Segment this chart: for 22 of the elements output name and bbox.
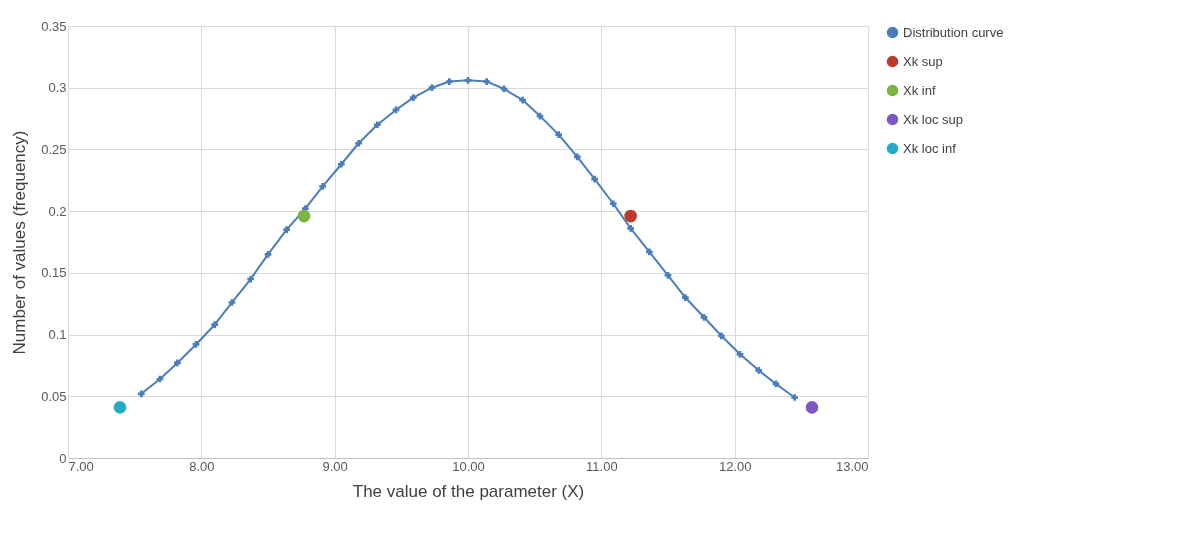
x-tick-label: 7.00 (68, 458, 94, 474)
y-tick-label: 0.3 (48, 80, 67, 96)
x-tick-label: 9.00 (322, 458, 348, 474)
x-tick-label: 13.00 (835, 458, 869, 474)
legend-label: Xk inf (903, 82, 936, 98)
legend-label: Distribution curve (903, 24, 1004, 40)
y-axis-title: Number of values (frequency) (10, 130, 30, 355)
y-tick-label: 0.25 (41, 141, 67, 157)
y-tick-label: 0.35 (41, 18, 67, 34)
x-tick-label: 8.00 (189, 458, 215, 474)
y-tick-label: 0.15 (41, 265, 67, 281)
x-tick-label: 11.00 (586, 458, 618, 474)
y-tick-label: 0.1 (48, 327, 67, 343)
y-tick-label: 0 (59, 450, 67, 466)
y-tick-label: 0.05 (41, 388, 67, 404)
x-axis-title: The value of the parameter (X) (352, 481, 585, 501)
y-tick-label: 0.2 (48, 203, 67, 219)
legend-label: Xk sup (903, 53, 943, 69)
legend-label: Xk loc sup (903, 111, 963, 127)
x-tick-label: 10.00 (452, 458, 485, 474)
x-tick-label: 12.00 (718, 458, 752, 474)
legend-label: Xk loc inf (903, 140, 957, 156)
